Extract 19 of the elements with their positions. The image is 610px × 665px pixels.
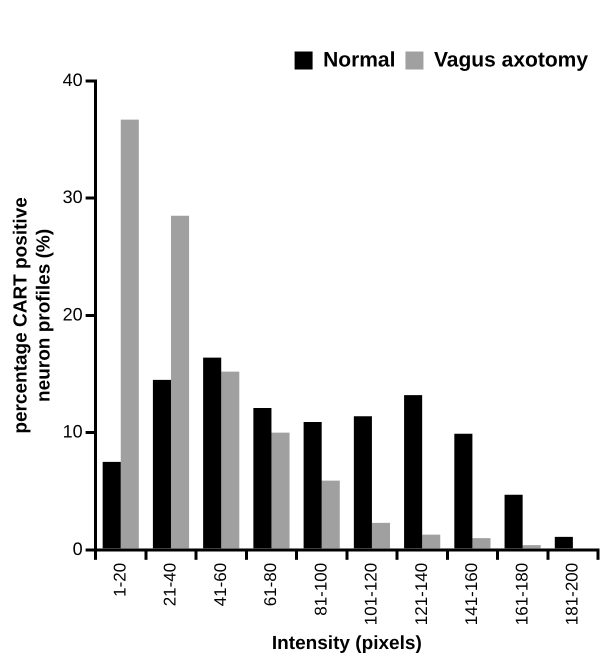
y-axis-title: percentage CART positive neuron profiles (%) [10,197,54,434]
y-tick-label: 0 [72,538,83,559]
x-tick-label: 1-20 [110,562,130,597]
y-tick-label: 20 [62,304,83,324]
x-axis-title: Intensity (pixels) [272,632,422,654]
x-tick-label: 61-80 [261,562,280,606]
x-tick-label: 141-160 [462,562,482,626]
y-tick-label: 40 [62,70,83,90]
legend-label: Vagus axotomy [434,48,588,72]
x-tick-label: 81-100 [311,562,330,616]
y-tick-label: 30 [62,187,83,208]
y-tick-label: 10 [62,422,83,442]
x-tick-label: 181-200 [562,562,582,626]
x-tick-label: 121-140 [412,562,431,626]
legend-label: Normal [323,48,396,72]
x-tick-label: 41-60 [210,562,230,606]
x-tick-label: 161-180 [512,562,532,626]
x-tick-label: 101-120 [362,562,381,626]
x-tick-label: 21-40 [160,562,180,606]
